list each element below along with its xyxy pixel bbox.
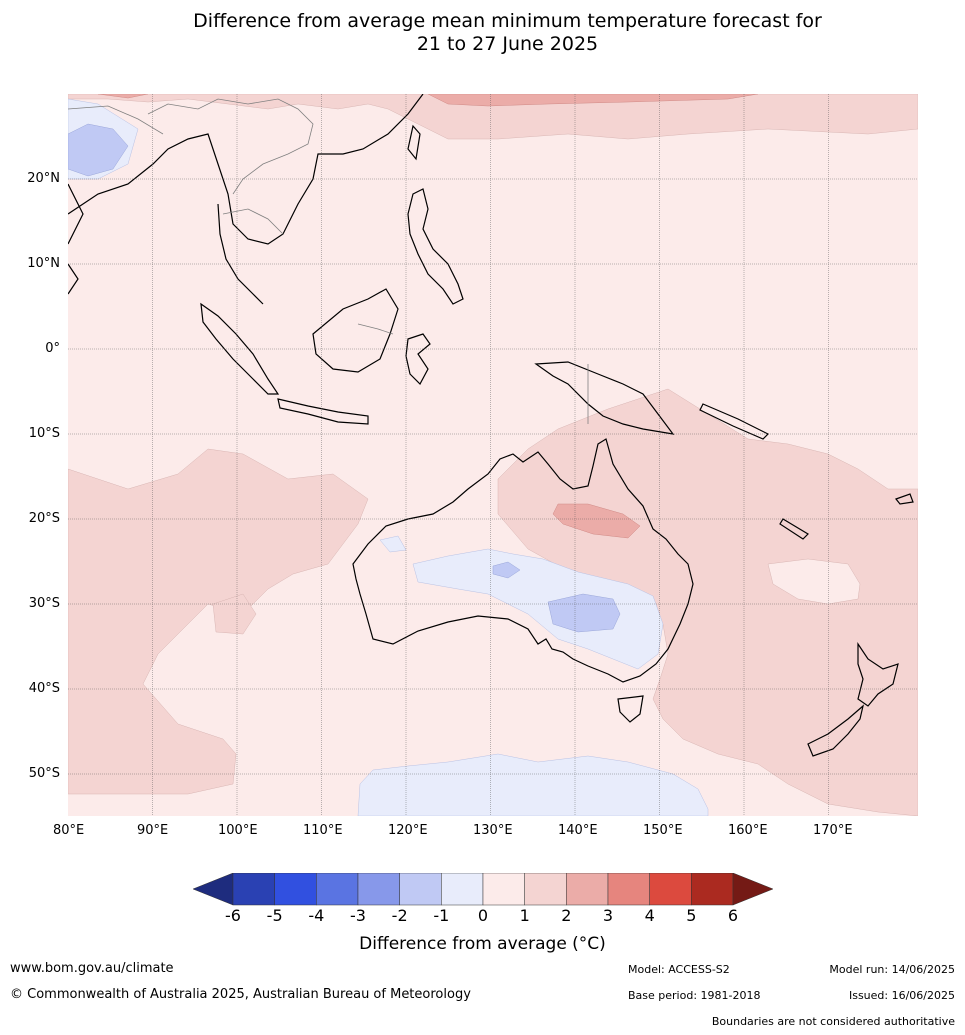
color-scale-tick-label: 1 [519,906,530,925]
color-scale-segment [607,873,650,906]
lat-label-10s: 10°S [28,426,60,441]
color-scale-tick-label: 3 [602,906,614,925]
map-panel [68,94,918,816]
new-guinea-coastline [534,361,675,435]
new-zealand-south [807,704,864,757]
graticule [68,94,918,816]
lon-label-110e: 110°E [303,823,343,838]
india-coastline [68,183,84,245]
color-scale-tick-label: 2 [561,906,572,925]
color-scale-segment [649,873,692,906]
sumatra-coastline [200,302,280,395]
color-scale-segment [524,873,567,906]
color-scale-segment [316,873,359,906]
lat-label-30s: 30°S [28,596,60,611]
model-text: Model: ACCESS-S2 [628,963,730,976]
lat-label-20s: 20°S [28,511,60,526]
color-scale-segment [482,873,525,906]
lat-label-10n: 10°N [27,256,60,271]
color-scale-tick-label: -5 [266,906,283,925]
lon-label-150e: 150°E [643,823,683,838]
lon-label-90e: 90°E [137,823,169,838]
malay-peninsula-coastline [217,203,264,305]
color-scale-arrow-low [193,873,234,906]
fiji-coastline [895,493,914,505]
lon-label-120e: 120°E [388,823,428,838]
tasmania-coastline [617,695,644,723]
philippines-coastline [407,188,464,305]
asia-mainland-coastline [68,94,424,245]
model-run-text: Model run: 14/06/2025 [829,963,955,976]
color-scale-segment [232,873,275,906]
color-scale-segment [357,873,400,906]
color-scale-bar [193,873,773,906]
australia-coastline [352,438,694,683]
coastlines [68,94,914,757]
anomaly-1-to-2-regions [68,94,918,816]
color-scale-tick-label: -4 [308,906,325,925]
lon-label-80e: 80°E [53,823,85,838]
color-scale-segment [566,873,609,906]
lat-label-20n: 20°N [27,171,60,186]
color-scale-tick-label: 0 [477,906,489,925]
color-scale-segment [274,873,317,906]
color-scale-tick-label: -6 [225,906,241,925]
color-scale-segment [441,873,484,906]
base-period-text: Base period: 1981-2018 [628,989,761,1002]
lon-label-100e: 100°E [218,823,258,838]
color-scale-tick-label: 6 [727,906,739,925]
issued-text: Issued: 16/06/2025 [848,989,955,1002]
color-scale-segment [691,873,734,906]
website-url: www.bom.gov.au/climate [10,961,174,976]
disclaimer-text: Boundaries are not considered authoritat… [711,1015,955,1028]
lat-label-0: 0° [45,341,60,356]
sri-lanka-coastline [68,263,79,295]
lon-label-170e: 170°E [813,823,853,838]
new-caledonia-coastline [779,518,809,540]
title-line-2: 21 to 27 June 2025 [416,33,599,55]
lat-label-50s: 50°S [28,766,60,781]
lon-label-130e: 130°E [473,823,513,838]
anomaly-neg2-to-neg1-regions [68,123,621,633]
new-zealand-north [857,642,899,707]
lat-label-40s: 40°S [28,681,60,696]
color-scale-tick-label: -1 [433,906,450,925]
chart-title: Difference from average mean minimum tem… [0,10,965,56]
color-scale-tick-label: -2 [391,906,408,925]
sulawesi-coastline [405,333,431,385]
copyright-text: © Commonwealth of Australia 2025, Austra… [10,987,471,1002]
lon-label-140e: 140°E [558,823,598,838]
java-coastline [277,398,369,425]
forecast-map [68,94,918,816]
color-scale-arrow-high [732,873,773,906]
title-line-1: Difference from average mean minimum tem… [193,10,822,32]
color-scale-tick-label: 5 [686,906,697,925]
lon-label-160e: 160°E [728,823,768,838]
color-scale-segment [399,873,442,906]
color-scale-label: Difference from average (°C) [359,934,606,954]
borneo-coastline [312,288,399,373]
color-scale-tick-label: -3 [350,906,366,925]
solomon-islands-coastline [699,403,770,440]
color-scale-tick-label: 4 [644,906,655,925]
country-boundaries [68,98,589,424]
taiwan-coastline [407,124,421,161]
